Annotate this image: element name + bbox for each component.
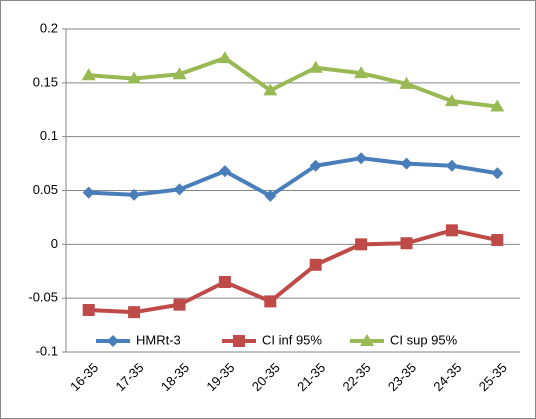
y-tick-label: 0.2 [40,20,58,35]
legend-marker [233,335,245,347]
series-line [88,56,498,109]
data-point [263,83,278,96]
data-point [445,224,458,237]
data-point [309,258,322,271]
data-point [173,183,186,196]
y-tick-label: 0.05 [33,182,58,197]
data-point [399,76,414,89]
data-point [81,68,96,81]
y-tick-label: 0 [51,236,58,251]
legend-marker [107,335,119,347]
legend-label: CI inf 95% [262,332,322,347]
data-point [355,238,368,251]
y-tick-label: 0.15 [33,74,58,89]
data-point [217,51,232,64]
data-point [264,189,277,202]
data-point [127,71,142,84]
data-point [82,304,95,317]
data-point [128,306,141,319]
data-point [445,159,458,172]
data-point [309,159,322,172]
series-line [88,156,498,198]
data-point [128,188,141,201]
legend-marker [360,334,374,346]
data-point [82,186,95,199]
data-point [444,94,459,107]
data-point [172,67,187,80]
data-point [491,167,504,180]
data-point [218,165,231,178]
data-point [354,66,369,79]
legend-label: CI sup 95% [390,332,458,347]
data-point [355,152,368,165]
data-point [218,276,231,289]
data-point [491,234,504,247]
series-line [88,228,498,315]
data-point [264,295,277,308]
y-tick-label: -0.05 [28,290,58,305]
data-point [490,99,505,112]
legend-label: HMRt-3 [136,332,181,347]
y-tick-label: -0.1 [36,343,58,358]
data-point [400,237,413,250]
y-tick-label: 0.1 [40,128,58,143]
data-point [308,60,323,73]
data-point [173,298,186,311]
data-point [400,157,413,170]
